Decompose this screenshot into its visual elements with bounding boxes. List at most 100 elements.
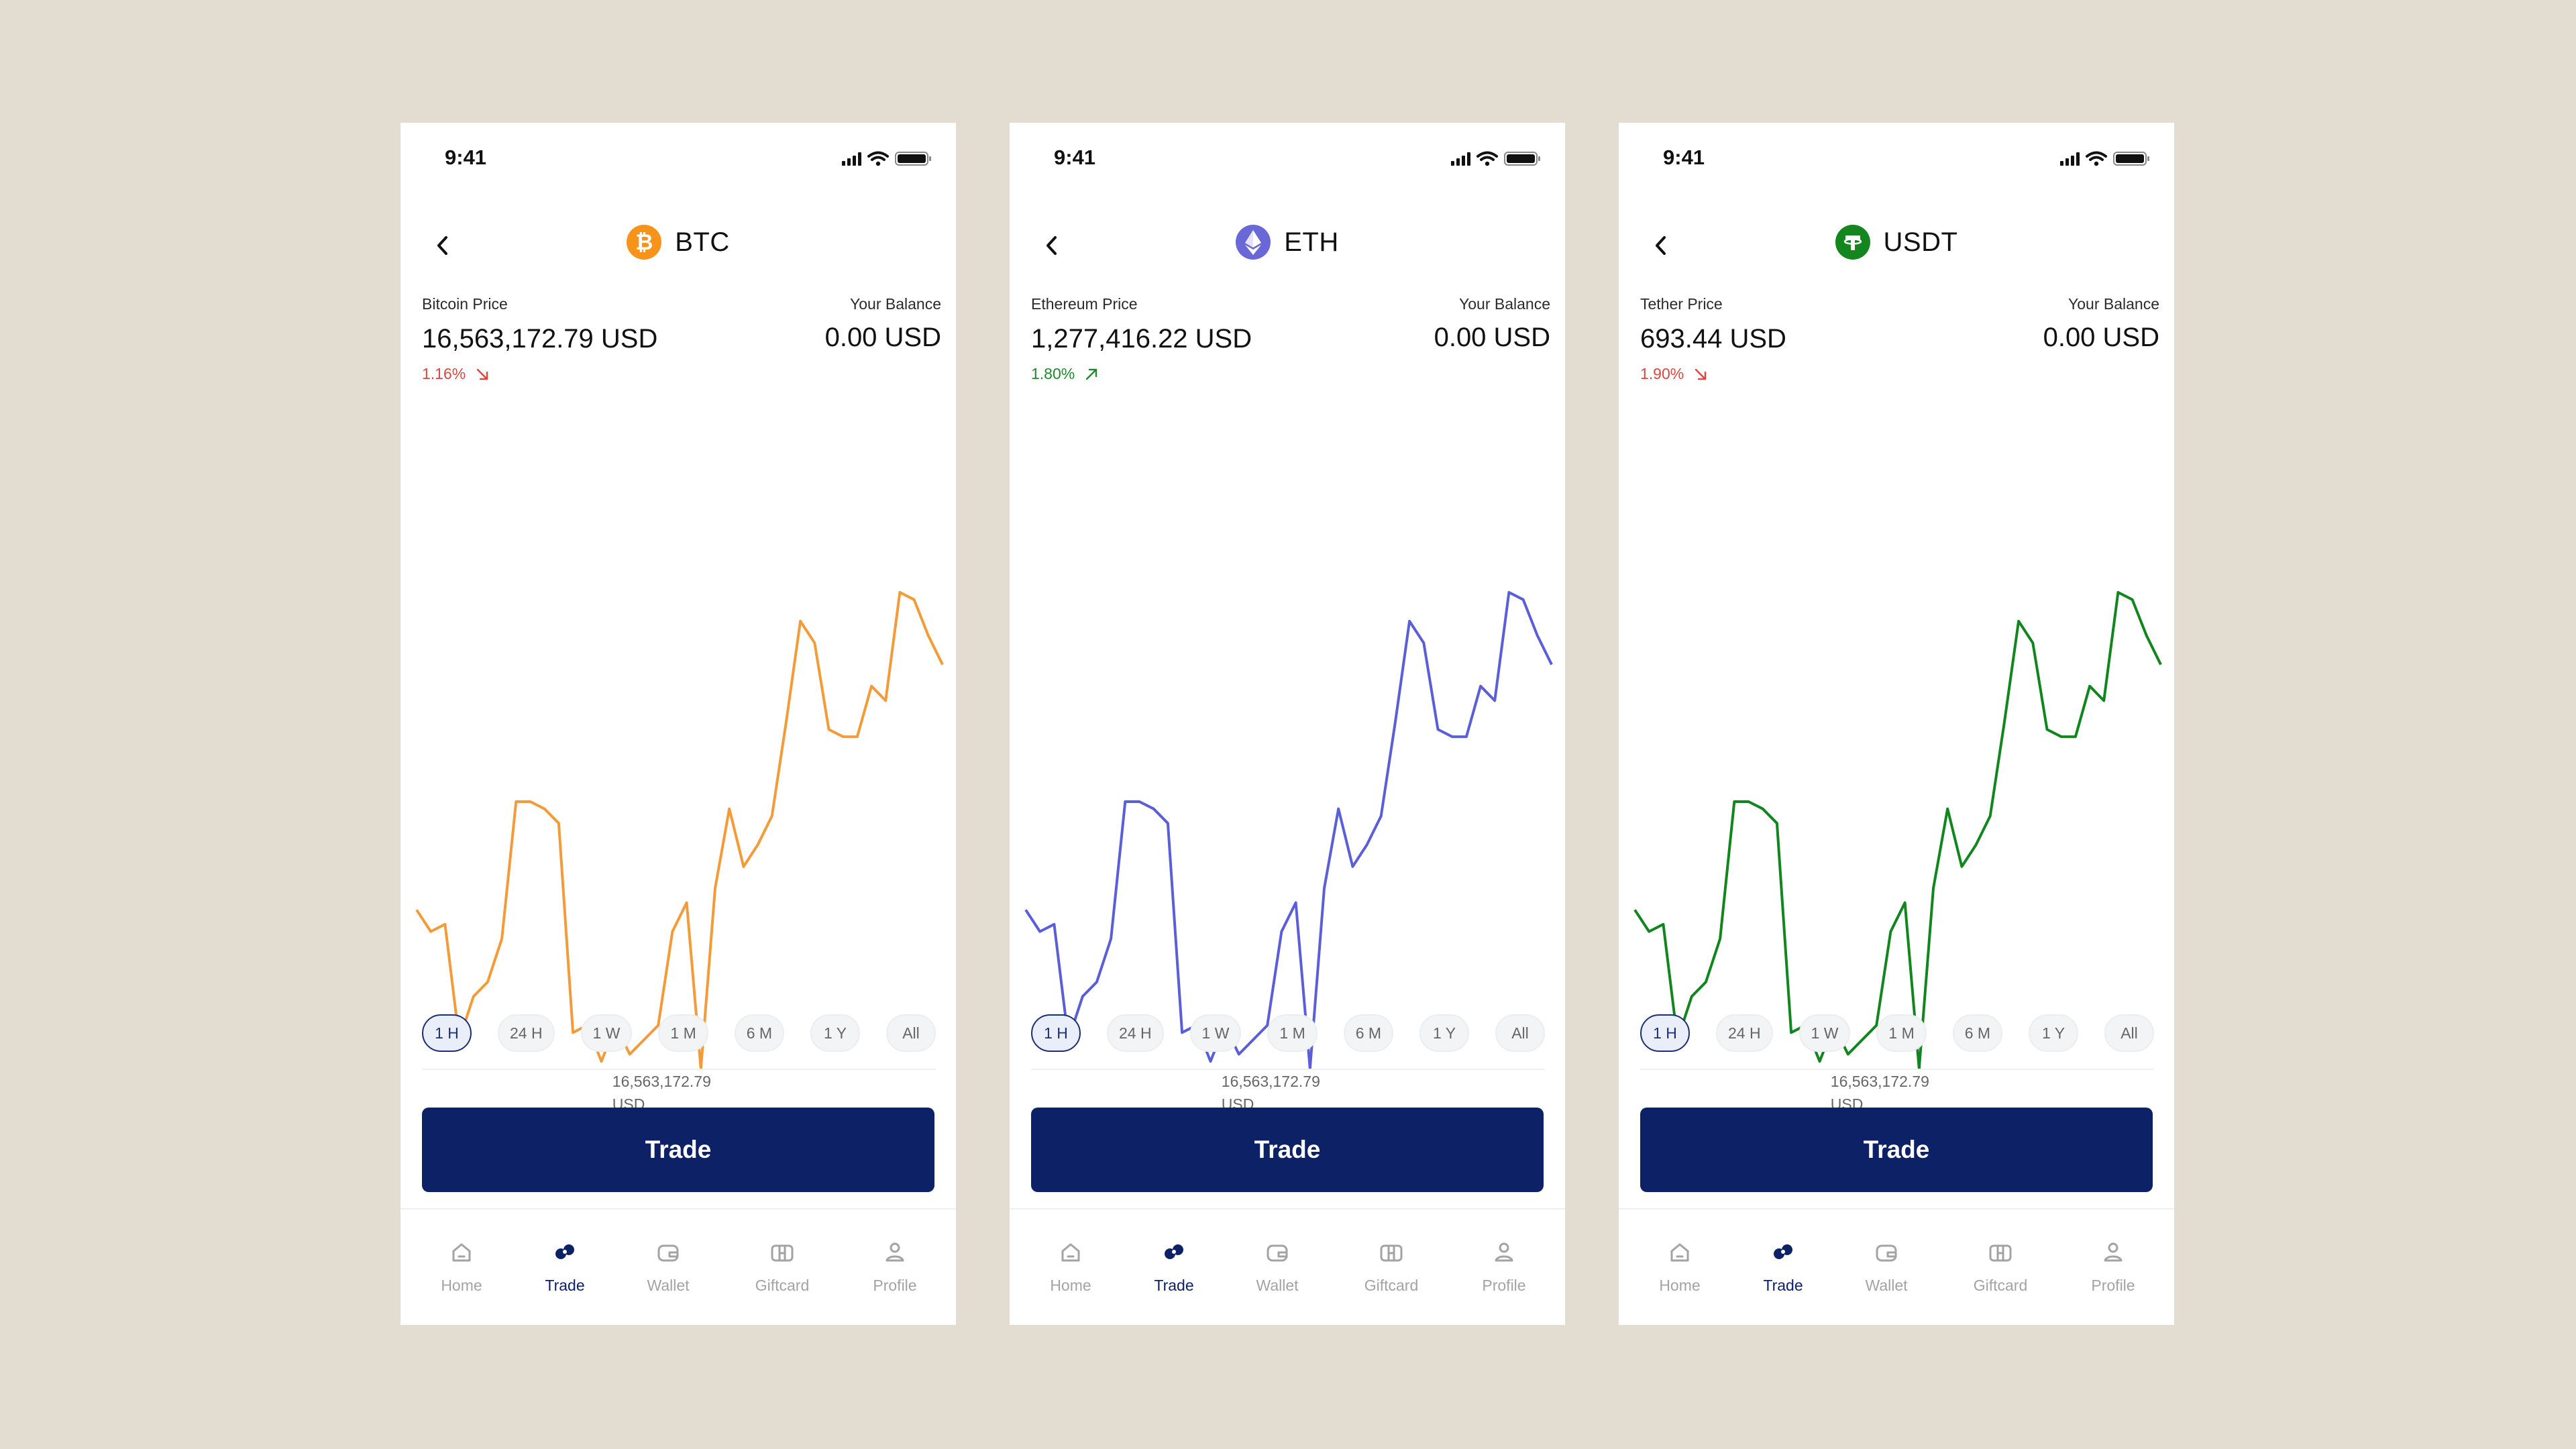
tab-label: Giftcard (755, 1277, 810, 1294)
trade-button[interactable]: Trade (1031, 1108, 1544, 1192)
profile-icon (885, 1242, 904, 1262)
range-24h[interactable]: 24 H (497, 1014, 555, 1052)
coin-title: USDT (1619, 225, 2174, 260)
range-24h[interactable]: 24 H (1106, 1014, 1164, 1052)
tab-wallet[interactable]: Wallet (1237, 1234, 1318, 1295)
balance-info: Your Balance 0.00 USD (825, 295, 941, 353)
range-1w[interactable]: 1 W (580, 1014, 633, 1052)
coin-symbol: ETH (1284, 227, 1339, 257)
trade-icon (555, 1244, 574, 1259)
back-button[interactable] (1035, 229, 1069, 262)
trade-icon (1165, 1244, 1183, 1259)
range-1h[interactable]: 1 H (1640, 1014, 1690, 1052)
home-icon (1670, 1243, 1689, 1262)
balance-info: Your Balance 0.00 USD (2043, 295, 2159, 353)
range-1y[interactable]: 1 Y (1419, 1014, 1470, 1052)
trade-button[interactable]: Trade (1640, 1108, 2153, 1192)
range-all[interactable]: All (1495, 1014, 1545, 1052)
range-1m[interactable]: 1 M (658, 1014, 708, 1052)
time-range-selector: 1 H 24 H 1 W 1 M 6 M 1 Y All (1640, 1014, 2154, 1053)
tab-label: Wallet (647, 1277, 690, 1294)
status-time: 9:41 (1054, 146, 1096, 169)
tab-profile[interactable]: Profile (855, 1234, 935, 1295)
price-label: Ethereum Price (1031, 295, 1138, 313)
giftcard-icon (771, 1244, 794, 1262)
price-change: 1.90% (1640, 365, 1786, 383)
wallet-icon (1267, 1244, 1288, 1262)
price-change: 1.80% (1031, 365, 1252, 383)
price-line (1024, 591, 1553, 1070)
range-all[interactable]: All (885, 1014, 936, 1052)
tab-profile[interactable]: Profile (2073, 1234, 2153, 1295)
tab-label: Home (441, 1277, 482, 1294)
price-info: Ethereum Price 1,277,416.22 USD 1.80% (1031, 295, 1252, 383)
chart-low-value: 16,563,172.79 (612, 1073, 711, 1090)
tab-home[interactable]: Home (1640, 1234, 1720, 1295)
tab-trade[interactable]: Trade (525, 1234, 605, 1295)
battery-icon (2113, 152, 2149, 166)
price-label: Tether Price (1640, 295, 1723, 313)
chart-low-value: 16,563,172.79 (1221, 1073, 1320, 1090)
tab-trade[interactable]: Trade (1743, 1234, 1823, 1295)
back-button[interactable] (426, 229, 460, 262)
range-6m[interactable]: 6 M (734, 1014, 785, 1052)
phone-screen-btc: 9:41 ₿ BTC Bitcoin Price 16,563,172.79 USD 1.… (400, 123, 956, 1325)
balance-value: 0.00 USD (2043, 323, 2159, 352)
tab-label: Wallet (1256, 1277, 1299, 1294)
header: ETH (1010, 210, 1565, 277)
wallet-icon (657, 1244, 679, 1262)
tab-profile[interactable]: Profile (1464, 1234, 1544, 1295)
tab-label: Trade (1154, 1277, 1194, 1294)
range-all[interactable]: All (2104, 1014, 2154, 1052)
range-1y[interactable]: 1 Y (810, 1014, 861, 1052)
price-label: Bitcoin Price (422, 295, 508, 313)
tab-trade[interactable]: Trade (1134, 1234, 1214, 1295)
wifi-icon (867, 151, 889, 166)
status-icons (1451, 151, 1540, 166)
tab-giftcard[interactable]: Giftcard (1960, 1234, 2041, 1295)
tab-wallet[interactable]: Wallet (628, 1234, 708, 1295)
header: USDT (1619, 210, 2174, 277)
range-24h[interactable]: 24 H (1715, 1014, 1773, 1052)
giftcard-icon (1380, 1244, 1403, 1262)
price-chart[interactable] (1010, 123, 1565, 1102)
balance-label: Your Balance (850, 295, 941, 313)
price-chart[interactable] (400, 123, 956, 1102)
price-change: 1.16% (422, 365, 657, 383)
range-1m[interactable]: 1 M (1267, 1014, 1318, 1052)
divider (1031, 1069, 1545, 1070)
tab-label: Wallet (1865, 1277, 1908, 1294)
status-bar: 9:41 (1010, 123, 1565, 197)
tab-wallet[interactable]: Wallet (1846, 1234, 1927, 1295)
range-6m[interactable]: 6 M (1343, 1014, 1394, 1052)
price-value: 16,563,172.79 USD (422, 324, 658, 354)
range-1y[interactable]: 1 Y (2029, 1014, 2079, 1052)
signal-icon (2060, 152, 2080, 166)
range-1m[interactable]: 1 M (1876, 1014, 1927, 1052)
balance-value: 0.00 USD (1434, 323, 1550, 352)
back-button[interactable] (1644, 229, 1678, 262)
status-bar: 9:41 (400, 123, 956, 197)
coin-symbol: BTC (675, 227, 730, 257)
tab-home[interactable]: Home (421, 1234, 502, 1295)
range-1h[interactable]: 1 H (422, 1014, 472, 1052)
balance-label: Your Balance (2068, 295, 2159, 313)
tab-label: Trade (545, 1277, 585, 1294)
coin-title: ₿ BTC (400, 225, 956, 260)
range-1w[interactable]: 1 W (1189, 1014, 1242, 1052)
trade-button[interactable]: Trade (422, 1108, 934, 1192)
price-info: Bitcoin Price 16,563,172.79 USD 1.16% (422, 295, 657, 383)
range-1h[interactable]: 1 H (1031, 1014, 1081, 1052)
range-6m[interactable]: 6 M (1952, 1014, 2003, 1052)
status-bar: 9:41 (1619, 123, 2174, 197)
tab-giftcard[interactable]: Giftcard (742, 1234, 822, 1295)
tab-giftcard[interactable]: Giftcard (1351, 1234, 1432, 1295)
price-chart[interactable] (1619, 123, 2174, 1102)
tab-home[interactable]: Home (1030, 1234, 1111, 1295)
tab-label: Profile (1482, 1277, 1526, 1294)
phone-screen-usdt: 9:41 USDT Tether Price 693.44 USD 1.90% Your … (1619, 123, 2174, 1325)
status-time: 9:41 (1663, 146, 1705, 169)
battery-icon (895, 152, 931, 166)
range-1w[interactable]: 1 W (1799, 1014, 1851, 1052)
price-value: 693.44 USD (1640, 324, 1786, 354)
